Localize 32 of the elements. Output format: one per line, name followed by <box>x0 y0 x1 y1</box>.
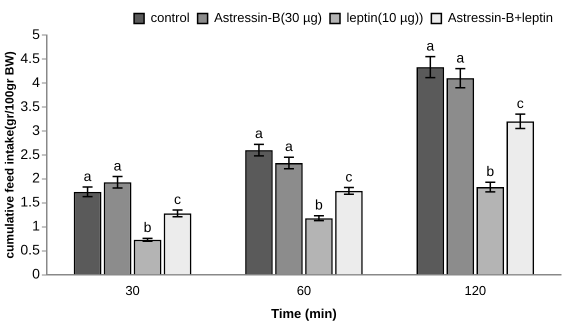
legend-label: control <box>150 10 190 26</box>
annotation: b <box>486 163 494 180</box>
annotation: a <box>456 49 464 66</box>
y-tick-label: 4.5 <box>20 50 40 66</box>
y-tick-label: 3 <box>32 122 40 138</box>
x-tick-label: 120 <box>464 283 486 298</box>
legend-label: Astressin-B+leptin <box>448 10 554 26</box>
y-tick-label: 3.5 <box>20 98 40 114</box>
y-tick-label: 2.5 <box>20 146 40 162</box>
x-axis-title: Time (min) <box>271 306 337 321</box>
y-tick-label: 4 <box>32 74 40 90</box>
y-tick-label: 1.5 <box>20 194 40 210</box>
y-axis-title: cumulative feed intake(gr/100gr BW) <box>2 51 17 259</box>
annotation: a <box>426 37 434 54</box>
annotation: a <box>84 168 92 184</box>
x-tick-label: 60 <box>296 283 312 298</box>
annotation: c <box>345 168 352 184</box>
annotation: a <box>114 157 122 174</box>
y-tick-label: 2 <box>32 170 40 186</box>
x-tick-label: 30 <box>125 283 140 298</box>
annotation: a <box>255 125 264 142</box>
legend-label: leptin(10 µg)) <box>346 10 424 26</box>
y-tick-label: 0.5 <box>20 242 40 258</box>
annotation: b <box>144 219 152 236</box>
y-tick-label: 5 <box>32 26 40 42</box>
annotation: b <box>315 196 324 213</box>
annotation: c <box>516 94 524 111</box>
y-tick-label: 0 <box>32 266 40 282</box>
annotation: a <box>285 138 294 154</box>
annotation: c <box>174 190 182 207</box>
y-tick-label: 1 <box>32 218 40 234</box>
legend-label: Astressin-B(30 µg) <box>214 10 322 26</box>
